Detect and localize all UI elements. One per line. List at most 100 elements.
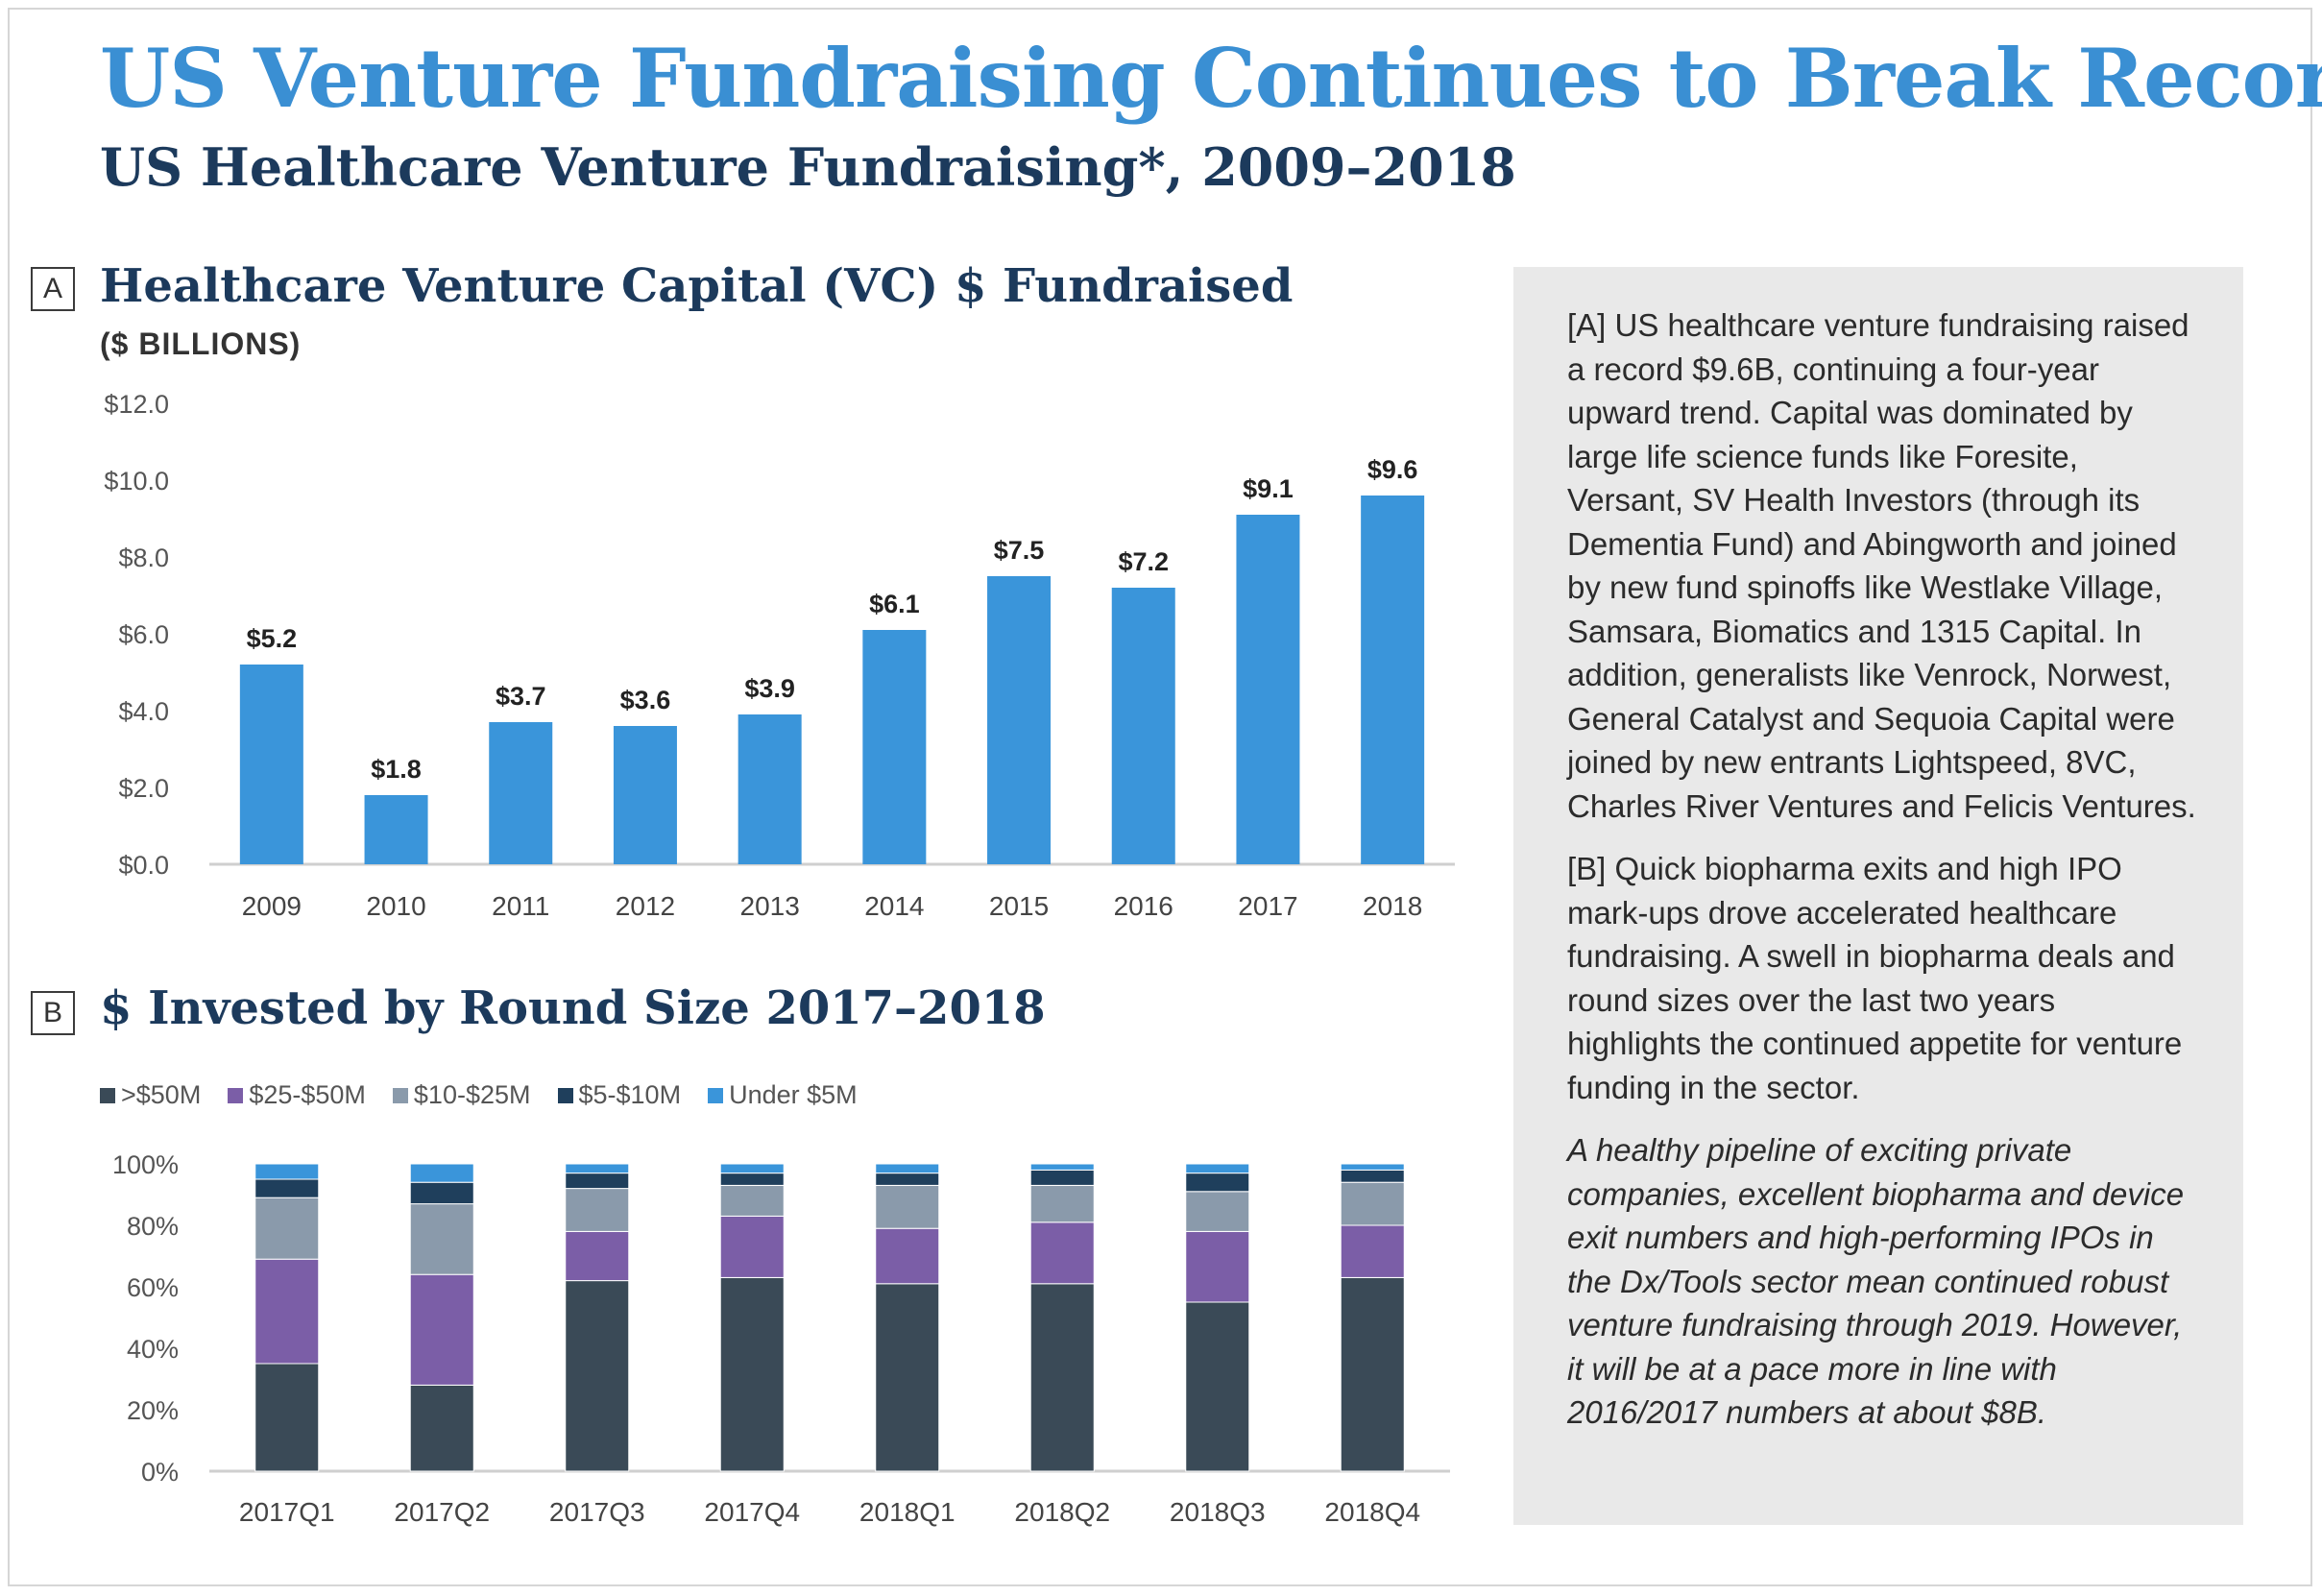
data-label: $1.8 [371,755,422,784]
stacked-bar-segment [875,1173,940,1186]
bar [1111,588,1175,864]
bar [987,576,1052,864]
y-tick-label: $6.0 [118,620,169,649]
bar [738,714,802,864]
stacked-bar-segment [719,1163,785,1174]
stacked-bar-segment [1185,1230,1250,1303]
stacked-bar-segment [875,1184,940,1229]
legend-item-25-50m: $25-$50M [228,1080,366,1110]
stacked-bar-segment [565,1173,630,1190]
data-label: $3.6 [620,686,671,714]
stacked-bar-segment [719,1184,785,1217]
stacked-bar-segment [1029,1184,1095,1223]
fundraised-bar-chart: $0.0 $2.0 $4.0 $6.0 $8.0 $10.0 $12.0 $5.2 2009 $1… [104,390,1455,921]
x-tick-label: 2017Q1 [239,1497,335,1527]
y-tick-label: 100% [112,1150,179,1179]
stacked-bar-segment [254,1363,320,1472]
stacked-bar-segment [409,1181,474,1205]
data-label: $9.6 [1367,455,1418,484]
stacked-bar-segment [1029,1169,1095,1186]
y-tick-label: $10.0 [104,467,169,496]
commentary-panel-a: [A] US healthcare venture fundraising ra… [1567,307,2196,824]
stacked-bar-segment [254,1178,320,1198]
page-title: US Venture Fundraising Continues to Brea… [100,31,2322,126]
stacked-bar-segment [1185,1173,1250,1193]
x-tick-label: 2010 [366,891,425,921]
stacked-bar-segment [409,1163,474,1183]
page-subtitle: US Healthcare Venture Fundraising*, 2009… [100,136,1516,198]
bar [613,726,677,864]
x-tick-label: 2011 [492,891,549,921]
bar [364,795,428,864]
chart-legend: >$50M $25-$50M $10-$25M $5-$10M Under $5… [100,1080,858,1110]
stacked-bar-segment [565,1188,630,1232]
commentary-sidebar: [A] US healthcare venture fundraising ra… [1513,267,2243,1525]
y-tick-label: 20% [127,1396,179,1425]
y-tick-label: 0% [141,1458,179,1487]
y-tick-label: 40% [127,1335,179,1364]
stacked-bar-segment [254,1258,320,1365]
y-tick-label: 80% [127,1212,179,1241]
stacked-bar-segment [875,1163,940,1174]
stacked-bar-segment [1185,1191,1250,1232]
bar [1236,515,1300,864]
bar [1361,496,1425,864]
x-tick-label: 2018 [1363,891,1422,921]
stacked-bar-segment [409,1203,474,1275]
bar [239,665,303,864]
x-tick-label: 2012 [616,891,675,921]
y-tick-label: 60% [127,1273,179,1302]
stacked-bar-segment [1340,1163,1405,1171]
legend-swatch [708,1087,724,1103]
legend-item-under-5m: Under $5M [708,1080,858,1110]
stacked-bar-segment [1340,1276,1405,1472]
commentary-panel-b: [B] Quick biopharma exits and high IPO m… [1567,851,2183,1105]
stacked-bar-segment [254,1163,320,1180]
y-tick-label: $4.0 [118,697,169,726]
stacked-bar-segment [1185,1163,1250,1174]
x-tick-label: 2014 [864,891,924,921]
stacked-bar-segment [409,1384,474,1472]
x-tick-label: 2018Q1 [859,1497,955,1527]
stacked-bar-segment [719,1215,785,1278]
x-tick-label: 2018Q4 [1324,1497,1420,1527]
legend-label: Under $5M [729,1080,858,1109]
data-label: $7.5 [994,536,1045,565]
panel-a-badge: A [31,267,75,311]
x-tick-label: 2018Q3 [1170,1497,1266,1527]
legend-label: $25-$50M [249,1080,366,1109]
x-tick-label: 2017Q4 [704,1497,800,1527]
stacked-bar-segment [1029,1163,1095,1171]
legend-item-over-50m: >$50M [100,1080,201,1110]
x-tick-label: 2017Q3 [549,1497,645,1527]
page-frame [8,8,2312,1586]
y-tick-label: $2.0 [118,774,169,803]
data-label: $3.9 [744,674,795,703]
y-tick-label: $12.0 [104,390,169,419]
panel-a-units: ($ BILLIONS) [100,326,302,361]
bar [862,630,927,864]
data-label: $3.7 [496,682,546,711]
stacked-bar-segment [1340,1181,1405,1226]
stacked-bar-segment [565,1163,630,1174]
legend-swatch [100,1087,115,1103]
x-tick-label: 2016 [1114,891,1173,921]
legend-label: $5-$10M [578,1080,682,1109]
panel-b-title: $ Invested by Round Size 2017–2018 [100,981,1046,1035]
stacked-bar-segment [875,1227,940,1285]
data-label: $5.2 [247,624,298,653]
stacked-bar-segment [1340,1224,1405,1278]
legend-swatch [228,1087,244,1103]
legend-item-10-25m: $10-$25M [392,1080,531,1110]
panel-a-title: Healthcare Venture Capital (VC) $ Fundra… [100,259,1294,313]
stacked-bar-segment [1185,1301,1250,1472]
stacked-bar-segment [1029,1221,1095,1285]
stacked-bar-segment [1029,1283,1095,1472]
legend-label: $10-$25M [413,1080,531,1109]
stacked-bar-segment [254,1197,320,1260]
legend-swatch [557,1087,573,1103]
bar [489,722,553,864]
x-tick-label: 2017Q2 [394,1497,490,1527]
legend-swatch [392,1087,408,1103]
x-tick-label: 2018Q2 [1014,1497,1110,1527]
